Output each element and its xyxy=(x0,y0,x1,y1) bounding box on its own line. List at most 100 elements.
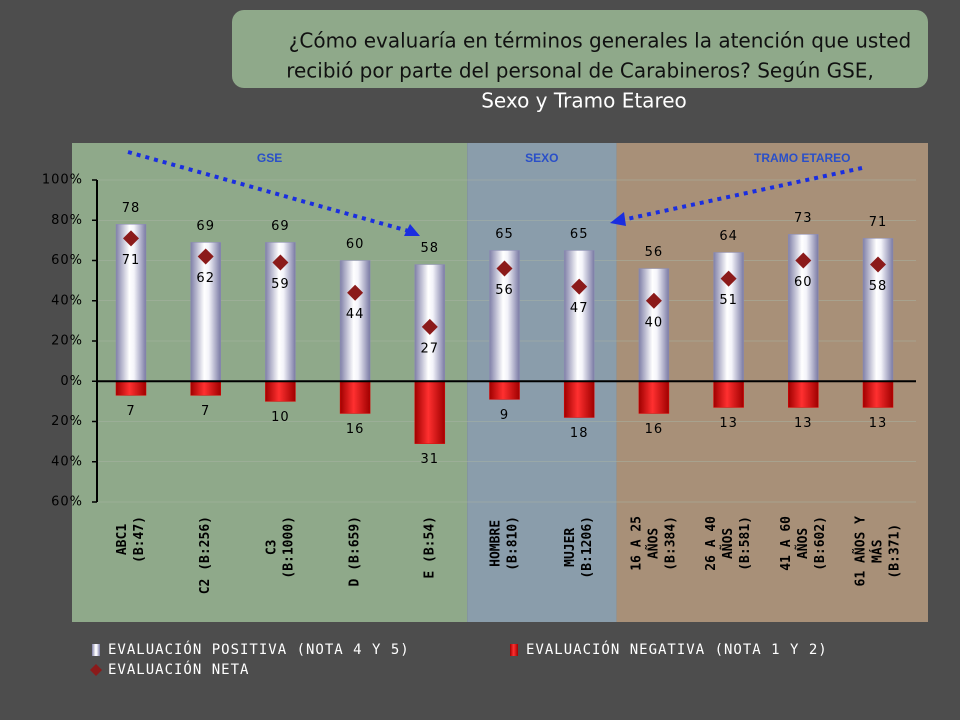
value-label: 62 xyxy=(196,271,215,286)
bar-positive xyxy=(339,260,371,382)
bar-negative xyxy=(265,381,296,402)
bar-negative xyxy=(190,381,221,396)
legend: EVALUACIÓN POSITIVA (NOTA 4 Y 5) EVALUACI… xyxy=(90,640,828,678)
value-label: 65 xyxy=(570,227,589,242)
title-line: recibió por parte del personal de Carabi… xyxy=(286,59,874,83)
title-line: Sexo y Tramo Etareo xyxy=(481,89,687,113)
value-label: 40 xyxy=(645,315,664,330)
value-label: 13 xyxy=(794,416,813,431)
bar-negative xyxy=(638,381,670,414)
y-tick-label: 20% xyxy=(51,334,83,349)
value-label: 56 xyxy=(645,245,664,260)
arrow xyxy=(127,150,413,234)
net-marker xyxy=(496,260,513,277)
value-label: 60 xyxy=(346,237,365,252)
x-tick-label: D (B:659) xyxy=(348,516,363,586)
arrow-head xyxy=(610,212,626,226)
legend-swatch xyxy=(510,644,518,656)
value-label: 69 xyxy=(196,219,215,234)
group-label: TRAMO ETAREO xyxy=(754,151,850,165)
bar-negative xyxy=(115,381,147,396)
value-label: 16 xyxy=(645,422,664,437)
net-marker xyxy=(645,292,662,309)
value-label: 78 xyxy=(122,201,141,216)
value-label: 58 xyxy=(421,241,440,256)
value-label: 13 xyxy=(719,416,738,431)
x-tick-label: (B:810) xyxy=(506,516,521,571)
x-tick-label: C2 (B:256) xyxy=(198,516,213,594)
value-label: 59 xyxy=(271,277,290,292)
net-marker xyxy=(272,254,289,271)
x-tick-label: (B:1000) xyxy=(281,516,296,579)
bar-positive xyxy=(190,242,221,382)
value-label: 69 xyxy=(271,219,290,234)
value-label: 44 xyxy=(346,307,365,322)
arrow-head xyxy=(404,224,420,236)
y-tick-label: 60% xyxy=(51,253,83,268)
net-marker xyxy=(421,318,438,335)
bar-positive xyxy=(563,250,595,382)
net-marker xyxy=(795,252,812,269)
bar-positive xyxy=(115,224,147,382)
x-tick-label: 16 A 25 xyxy=(629,516,644,571)
bar-negative xyxy=(862,381,894,408)
value-label: 65 xyxy=(495,227,514,242)
value-label: 27 xyxy=(421,341,440,356)
net-marker xyxy=(720,270,737,287)
value-label: 60 xyxy=(794,275,813,290)
bar-negative xyxy=(788,381,819,408)
legend-label: EVALUACIÓN NETA xyxy=(108,660,249,678)
plot: 60% 40% 20% 0% 20% 40% 60% 80% 100% 78 7 71 ABC1 (B:4… xyxy=(42,173,916,594)
value-label: 51 xyxy=(719,293,738,308)
title-line: ¿Cómo evaluaría en términos generales la… xyxy=(289,29,911,53)
net-marker xyxy=(123,230,139,247)
x-tick-label: E (B:54) xyxy=(422,516,437,579)
x-tick-label: AÑOS xyxy=(720,528,736,559)
value-label: 73 xyxy=(794,211,813,226)
x-tick-label: MUJER xyxy=(563,528,578,567)
x-tick-label: ABC1 xyxy=(115,524,130,555)
value-label: 71 xyxy=(122,253,141,268)
x-tick-label: (B:371) xyxy=(888,524,903,579)
value-label: 18 xyxy=(570,426,589,441)
y-tick-label: 20% xyxy=(51,414,83,429)
net-marker xyxy=(870,256,886,273)
bar-positive xyxy=(638,268,670,382)
value-label: 56 xyxy=(495,283,514,298)
bar-negative xyxy=(563,381,595,418)
value-label: 47 xyxy=(570,301,589,316)
title: ¿Cómo evaluaría en términos generales la… xyxy=(286,29,911,113)
net-marker xyxy=(347,284,364,301)
x-tick-label: (B:1206) xyxy=(580,516,595,579)
bar-negative xyxy=(713,381,744,408)
y-tick-label: 80% xyxy=(51,213,83,228)
value-label: 64 xyxy=(719,229,738,244)
x-tick-label: 61 AÑOS Y xyxy=(853,516,869,587)
group-label: SEXO xyxy=(525,151,558,165)
y-tick-label: 0% xyxy=(60,374,83,389)
value-label: 31 xyxy=(421,452,440,467)
value-label: 13 xyxy=(869,416,888,431)
title-box xyxy=(232,10,928,88)
x-tick-label: AÑOS xyxy=(795,528,811,559)
legend-label: EVALUACIÓN POSITIVA (NOTA 4 Y 5) xyxy=(108,640,410,658)
bar-negative xyxy=(489,381,520,400)
x-tick-label: HOMBRE xyxy=(489,520,504,567)
value-label: 9 xyxy=(500,408,509,423)
bar-negative xyxy=(339,381,371,414)
value-label: 7 xyxy=(126,404,135,419)
bar-negative xyxy=(414,381,446,444)
x-tick-label: (B:602) xyxy=(813,516,828,571)
legend-label: EVALUACIÓN NEGATIVA (NOTA 1 Y 2) xyxy=(526,640,828,658)
value-label: 7 xyxy=(201,404,210,419)
x-tick-label: 26 A 40 xyxy=(704,516,719,571)
y-tick-label: 40% xyxy=(51,454,83,469)
x-tick-label: (B:47) xyxy=(132,516,147,563)
net-marker xyxy=(197,248,214,265)
value-label: 10 xyxy=(271,410,290,425)
legend-swatch xyxy=(92,644,100,656)
x-tick-label: (B:581) xyxy=(738,516,753,571)
y-tick-label: 40% xyxy=(51,293,83,308)
group-label: GSE xyxy=(257,151,282,165)
